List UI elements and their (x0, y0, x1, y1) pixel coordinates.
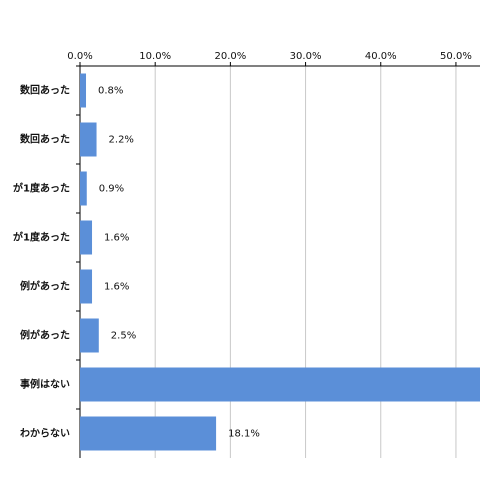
bar (80, 122, 97, 157)
bar (80, 220, 93, 255)
x-tick-label: 20.0% (214, 51, 246, 62)
bar (80, 318, 99, 353)
bar (80, 367, 480, 402)
bar (80, 269, 93, 304)
bar (80, 73, 87, 108)
x-tick-label: 40.0% (365, 51, 397, 62)
x-tick-label: 10.0% (139, 51, 171, 62)
value-label: 1.6% (104, 233, 129, 244)
y-tick-label: 事例はない (20, 378, 70, 391)
value-label: 0.9% (99, 184, 124, 195)
y-tick-label: が1度あった (13, 182, 70, 195)
x-tick-label: 0.0% (67, 51, 92, 62)
x-tick-label: 30.0% (290, 51, 322, 62)
y-tick-label: 例があった (20, 329, 70, 342)
x-tick-label: 50.0% (440, 51, 472, 62)
y-tick-label: 例があった (20, 280, 70, 293)
bar (80, 416, 217, 451)
y-tick-label: わからない (20, 428, 70, 440)
value-label: 2.2% (109, 135, 134, 146)
value-label: 2.5% (111, 331, 136, 342)
value-label: 0.8% (98, 86, 123, 97)
value-label: 18.1% (228, 429, 260, 440)
y-tick-label: 数回あった (20, 84, 70, 97)
bar (80, 171, 87, 206)
y-tick-label: が1度あった (13, 231, 70, 244)
y-tick-label: 数回あった (20, 133, 70, 146)
value-label: 1.6% (104, 282, 129, 293)
